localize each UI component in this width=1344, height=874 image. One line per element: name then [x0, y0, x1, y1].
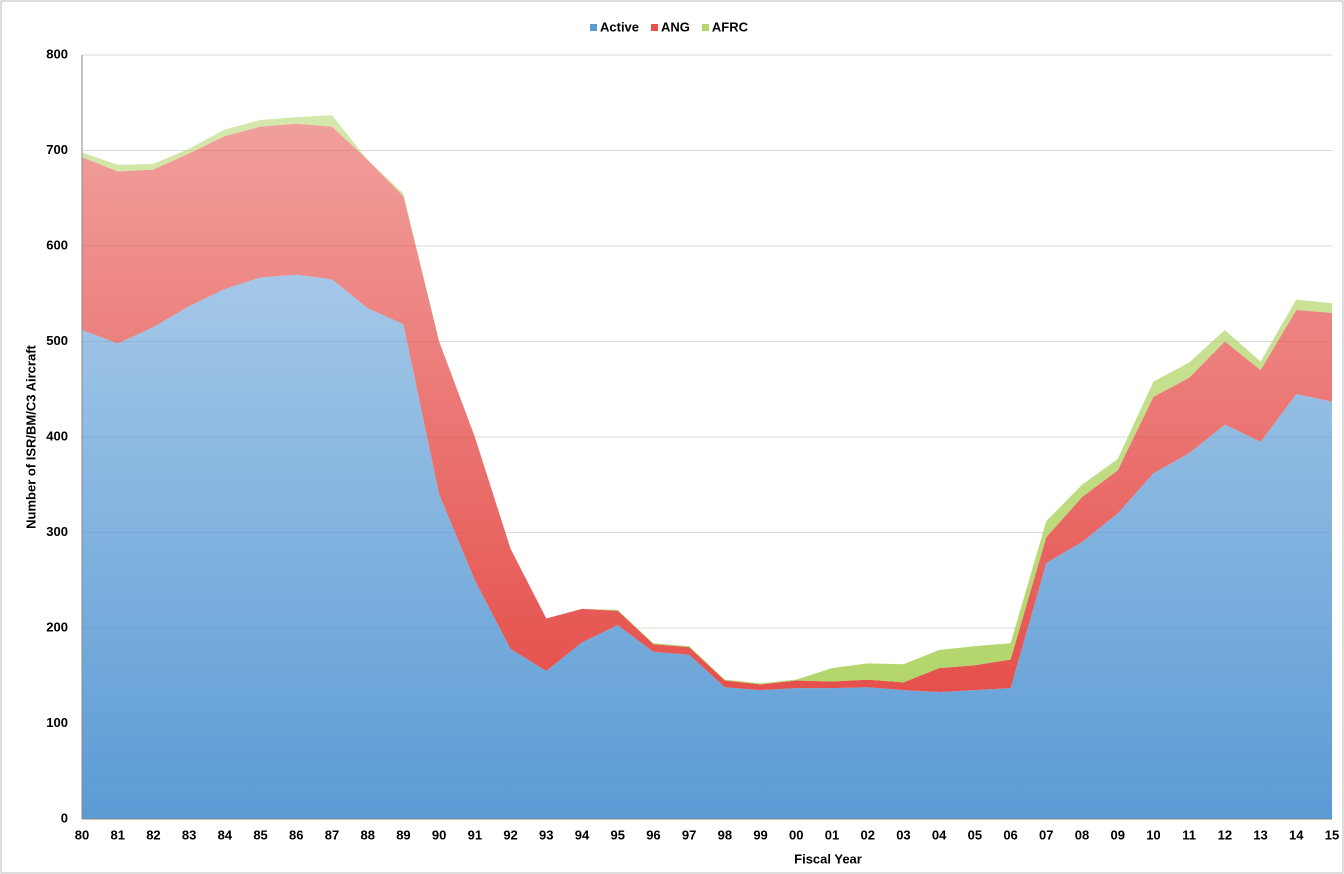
- y-tick-label: 600: [46, 237, 68, 252]
- y-tick-label: 300: [46, 524, 68, 539]
- x-tick-label: 07: [1039, 827, 1053, 842]
- y-tick-label: 500: [46, 333, 68, 348]
- x-tick-label: 09: [1110, 827, 1124, 842]
- y-tick-label: 700: [46, 142, 68, 157]
- area: [82, 123, 1332, 692]
- area: [82, 274, 1332, 819]
- x-tick-label: 82: [146, 827, 160, 842]
- x-tick-label: 02: [860, 827, 874, 842]
- x-tick-label: 86: [289, 827, 303, 842]
- x-tick-label: 10: [1146, 827, 1160, 842]
- x-tick-label: 94: [575, 827, 590, 842]
- y-tick-label: 100: [46, 715, 68, 730]
- x-tick-label: 08: [1075, 827, 1089, 842]
- x-tick-label: 11: [1182, 827, 1196, 842]
- y-tick-label: 200: [46, 619, 68, 634]
- x-tick-label: 88: [360, 827, 374, 842]
- x-tick-label: 93: [539, 827, 553, 842]
- x-tick-label: 91: [468, 827, 482, 842]
- x-tick-label: 14: [1289, 827, 1304, 842]
- x-tick-label: 90: [432, 827, 446, 842]
- y-tick-label: 400: [46, 428, 68, 443]
- legend-label: AFRC: [712, 19, 749, 34]
- x-tick-label: 81: [110, 827, 124, 842]
- x-tick-label: 06: [1003, 827, 1017, 842]
- legend-label: ANG: [661, 19, 690, 34]
- y-tick-label: 800: [46, 46, 68, 61]
- x-axis-label: Fiscal Year: [794, 851, 862, 866]
- x-tick-label: 03: [896, 827, 910, 842]
- x-tick-label: 12: [1218, 827, 1232, 842]
- x-tick-label: 85: [253, 827, 267, 842]
- legend-swatch: [701, 24, 709, 31]
- legend-swatch: [651, 24, 659, 31]
- x-tick-label: 80: [75, 827, 89, 842]
- x-tick-label: 98: [718, 827, 732, 842]
- legend-label: Active: [600, 19, 639, 34]
- x-tick-label: 96: [646, 827, 660, 842]
- x-tick-label: 89: [396, 827, 410, 842]
- legend-swatch: [590, 24, 597, 31]
- x-tick-label: 87: [325, 827, 339, 842]
- x-tick-label: 04: [932, 827, 947, 842]
- x-tick-label: 84: [218, 827, 233, 842]
- x-tick-label: 00: [789, 827, 803, 842]
- x-tick-label: 01: [825, 827, 839, 842]
- x-tick-label: 95: [610, 827, 624, 842]
- y-tick-label: 0: [61, 810, 68, 825]
- x-tick-label: 13: [1253, 827, 1267, 842]
- x-tick-label: 99: [753, 827, 767, 842]
- x-tick-label: 83: [182, 827, 196, 842]
- x-tick-label: 05: [968, 827, 982, 842]
- x-tick-label: 97: [682, 827, 696, 842]
- x-tick-label: 92: [503, 827, 517, 842]
- x-tick-label: 15: [1325, 827, 1339, 842]
- y-axis-label: Number of ISR/BM/C3 Aircraft: [23, 344, 38, 528]
